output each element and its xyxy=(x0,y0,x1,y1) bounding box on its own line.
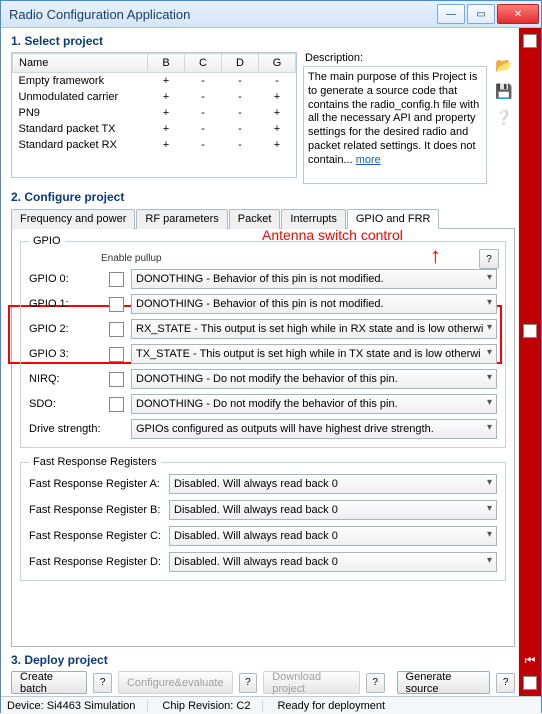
titlebar: Radio Configuration Application — ▭ ✕ xyxy=(1,1,541,28)
window-buttons: — ▭ ✕ xyxy=(437,4,539,24)
table-row[interactable]: Standard packet TX+--+ xyxy=(13,121,296,137)
deploy-row: Create batch ? Configure&evaluate ? Down… xyxy=(11,671,515,694)
table-row[interactable]: PN9+--+ xyxy=(13,105,296,121)
drive-strength-select[interactable]: GPIOs configured as outputs will have hi… xyxy=(131,419,497,439)
frr-fieldset: Fast Response Registers Fast Response Re… xyxy=(20,456,506,581)
app-window: Radio Configuration Application — ▭ ✕ 1.… xyxy=(0,0,542,713)
config-panel: Antenna switch control ↑ GPIO ? Enable p… xyxy=(11,229,515,647)
sidebar-rewind-icon[interactable]: ⏮ xyxy=(522,652,538,668)
tab-frequency-power[interactable]: Frequency and power xyxy=(11,209,135,229)
section-deploy-header: 3. Deploy project xyxy=(11,653,515,667)
minimize-button[interactable]: — xyxy=(437,4,465,24)
gpio-grid: Enable pullup GPIO 0: DONOTHING - Behavi… xyxy=(29,253,497,439)
table-row[interactable]: Empty framework+--- xyxy=(13,73,296,90)
gpio3-pullup-checkbox[interactable] xyxy=(109,347,124,362)
tab-gpio-frr[interactable]: GPIO and FRR xyxy=(347,209,440,229)
frr-c-select[interactable]: Disabled. Will always read back 0 xyxy=(169,526,497,546)
description-more-link[interactable]: more xyxy=(356,154,381,166)
gpio0-select[interactable]: DONOTHING - Behavior of this pin is not … xyxy=(131,269,497,289)
gpio-help-button[interactable]: ? xyxy=(479,249,499,269)
gpio1-label: GPIO 1: xyxy=(29,298,109,310)
gpio2-pullup-checkbox[interactable] xyxy=(109,322,124,337)
sidebar-box-icon-3[interactable] xyxy=(523,676,537,690)
maximize-button[interactable]: ▭ xyxy=(467,4,495,24)
gpio2-label: GPIO 2: xyxy=(29,323,109,335)
nirq-select[interactable]: DONOTHING - Do not modify the behavior o… xyxy=(131,369,497,389)
table-header-row: Name B C D G xyxy=(13,54,296,73)
frr-b-select[interactable]: Disabled. Will always read back 0 xyxy=(169,500,497,520)
col-name[interactable]: Name xyxy=(13,54,148,73)
tab-interrupts[interactable]: Interrupts xyxy=(281,209,345,229)
configure-evaluate-button: Configure&evaluate xyxy=(118,671,233,694)
configure-evaluate-help-button[interactable]: ? xyxy=(239,673,258,693)
section-select-header: 1. Select project xyxy=(11,34,515,48)
tab-rf-parameters[interactable]: RF parameters xyxy=(136,209,227,229)
tab-packet[interactable]: Packet xyxy=(229,209,281,229)
project-table[interactable]: Name B C D G Empty framework+--- Unmodul… xyxy=(11,52,297,178)
status-device: Device: Si4463 Simulation xyxy=(7,700,148,712)
frr-b-label: Fast Response Register B: xyxy=(29,504,169,516)
sdo-select[interactable]: DONOTHING - Do not modify the behavior o… xyxy=(131,394,497,414)
save-icon[interactable]: 💾 xyxy=(495,82,513,100)
frr-d-select[interactable]: Disabled. Will always read back 0 xyxy=(169,552,497,572)
col-d[interactable]: D xyxy=(222,54,259,73)
create-batch-help-button[interactable]: ? xyxy=(93,673,112,693)
body: 1. Select project Name B C D G Empty fra… xyxy=(1,28,541,696)
generate-source-button[interactable]: Generate source xyxy=(397,671,491,694)
drive-strength-label: Drive strength: xyxy=(29,423,109,435)
select-project-row: Name B C D G Empty framework+--- Unmodul… xyxy=(11,52,515,184)
frr-a-select[interactable]: Disabled. Will always read back 0 xyxy=(169,474,497,494)
help-icon[interactable]: ❔ xyxy=(495,108,513,126)
gpio3-label: GPIO 3: xyxy=(29,348,109,360)
description-text: The main purpose of this Project is to g… xyxy=(303,66,487,184)
sidebar-box-icon-2[interactable] xyxy=(523,324,537,338)
gpio-header: Enable pullup xyxy=(29,253,497,264)
col-g[interactable]: G xyxy=(259,54,296,73)
pullup-header-label: Enable pullup xyxy=(101,253,497,264)
status-bar: Device: Si4463 Simulation Chip Revision:… xyxy=(1,696,541,714)
sdo-label: SDO: xyxy=(29,398,109,410)
gpio1-select[interactable]: DONOTHING - Behavior of this pin is not … xyxy=(131,294,497,314)
frr-legend: Fast Response Registers xyxy=(29,456,161,468)
generate-source-help-button[interactable]: ? xyxy=(496,673,515,693)
frr-d-label: Fast Response Register D: xyxy=(29,556,169,568)
toolbar-column: 📂 💾 ❔ xyxy=(493,52,515,184)
status-ready: Ready for deployment xyxy=(277,700,385,712)
frr-grid: Fast Response Register A: Disabled. Will… xyxy=(29,474,497,572)
description-label: Description: xyxy=(303,52,487,64)
status-chip: Chip Revision: C2 xyxy=(162,700,263,712)
gpio2-select[interactable]: RX_STATE - This output is set high while… xyxy=(131,319,497,339)
nirq-label: NIRQ: xyxy=(29,373,109,385)
main-pane: 1. Select project Name B C D G Empty fra… xyxy=(1,28,519,696)
gpio0-label: GPIO 0: xyxy=(29,273,109,285)
gpio3-select[interactable]: TX_STATE - This output is set high while… xyxy=(131,344,497,364)
frr-c-label: Fast Response Register C: xyxy=(29,530,169,542)
download-project-button: Download project xyxy=(263,671,360,694)
frr-a-label: Fast Response Register A: xyxy=(29,478,169,490)
description-box: Description: The main purpose of this Pr… xyxy=(303,52,487,184)
gpio-fieldset: GPIO ? Enable pullup GPIO 0: DONOTHING -… xyxy=(20,235,506,448)
sdo-pullup-checkbox[interactable] xyxy=(109,397,124,412)
gpio0-pullup-checkbox[interactable] xyxy=(109,272,124,287)
close-button[interactable]: ✕ xyxy=(497,4,539,24)
col-b[interactable]: B xyxy=(148,54,185,73)
tab-bar: Frequency and power RF parameters Packet… xyxy=(11,208,515,229)
sidebar-box-icon-1[interactable] xyxy=(523,34,537,48)
section-configure-header: 2. Configure project xyxy=(11,190,515,204)
open-folder-icon[interactable]: 📂 xyxy=(495,56,513,74)
gpio-legend: GPIO xyxy=(29,235,65,247)
window-title: Radio Configuration Application xyxy=(9,7,437,22)
col-c[interactable]: C xyxy=(185,54,222,73)
gpio1-pullup-checkbox[interactable] xyxy=(109,297,124,312)
nirq-pullup-checkbox[interactable] xyxy=(109,372,124,387)
create-batch-button[interactable]: Create batch xyxy=(11,671,87,694)
table-row[interactable]: Unmodulated carrier+--+ xyxy=(13,89,296,105)
table-row[interactable]: Standard packet RX+--+ xyxy=(13,137,296,153)
right-sidebar: ⏮ xyxy=(519,28,541,696)
download-project-help-button[interactable]: ? xyxy=(366,673,385,693)
